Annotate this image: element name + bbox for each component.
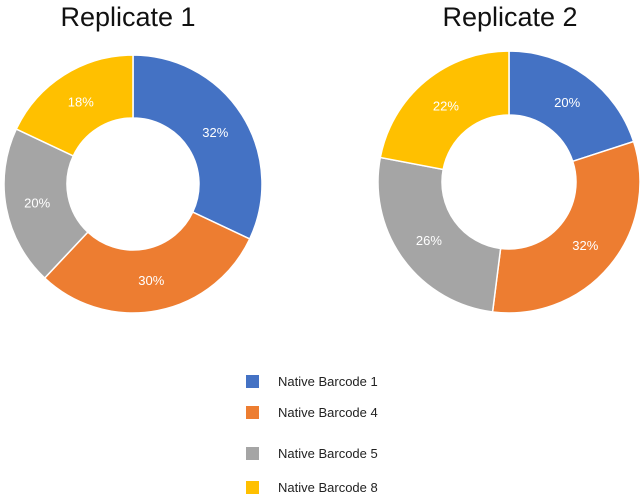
donut-slice-native-barcode-5 xyxy=(377,156,502,313)
donut-slice-native-barcode-5 xyxy=(3,128,89,280)
donut-slice-native-barcode-8 xyxy=(379,50,510,171)
legend-label: Native Barcode 5 xyxy=(278,446,378,461)
legend-swatch xyxy=(246,447,259,460)
legend-swatch xyxy=(246,406,259,419)
slice-value-label: 26% xyxy=(416,233,442,248)
slice-value-label: 22% xyxy=(433,99,459,114)
legend-swatch xyxy=(246,481,259,494)
legend-swatch xyxy=(246,375,259,388)
legend-item-native-barcode-5: Native Barcode 5 xyxy=(246,446,378,461)
donut-slice-native-barcode-1 xyxy=(508,50,635,163)
chart-title-replicate-2: Replicate 2 xyxy=(442,2,577,32)
donut-slice-native-barcode-8 xyxy=(15,54,134,157)
slice-value-label: 18% xyxy=(68,95,94,110)
legend-label: Native Barcode 8 xyxy=(278,480,378,495)
donut-slice-native-barcode-4 xyxy=(491,140,641,314)
slice-value-label: 30% xyxy=(138,273,164,288)
replicate-2-chart: Replicate 2 20% 32% 26% 22% xyxy=(377,2,641,314)
slice-value-label: 20% xyxy=(24,195,50,210)
slice-value-label: 32% xyxy=(202,125,228,140)
legend-item-native-barcode-4: Native Barcode 4 xyxy=(246,405,378,420)
legend-item-native-barcode-1: Native Barcode 1 xyxy=(246,374,378,389)
slice-value-label: 20% xyxy=(554,95,580,110)
legend-label: Native Barcode 1 xyxy=(278,374,378,389)
legend-item-native-barcode-8: Native Barcode 8 xyxy=(246,480,378,495)
legend-label: Native Barcode 4 xyxy=(278,405,378,420)
replicate-1-chart: Replicate 1 32% 30% 20% 18% xyxy=(3,2,263,314)
chart-title-replicate-1: Replicate 1 xyxy=(60,2,195,32)
donut-slice-native-barcode-1 xyxy=(132,54,263,240)
donut-slice-native-barcode-4 xyxy=(43,211,251,314)
slice-value-label: 32% xyxy=(572,238,598,253)
